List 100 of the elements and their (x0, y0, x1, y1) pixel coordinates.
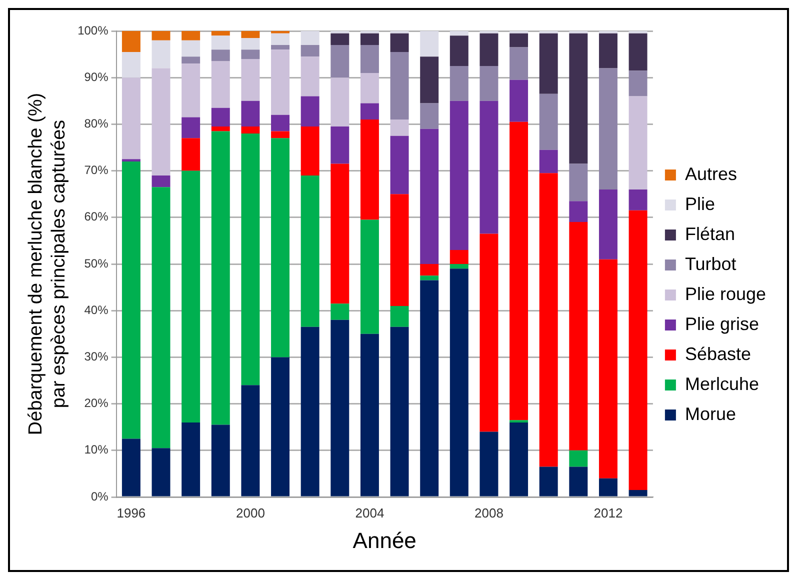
bar (390, 52, 409, 120)
y-tick-label: 40% (84, 302, 109, 317)
bar (182, 170, 200, 422)
bar (628, 189, 648, 210)
bar (360, 44, 379, 73)
y-tick-label: 0% (90, 489, 109, 504)
bar (539, 466, 558, 496)
y-tick-label: 30% (84, 350, 109, 364)
bar (510, 33, 528, 48)
bar (628, 70, 648, 96)
bar (122, 161, 140, 439)
bar (330, 33, 350, 45)
bar (360, 72, 379, 104)
y-tick-label: 50% (84, 256, 109, 270)
bar (390, 120, 409, 136)
bar (420, 31, 439, 57)
bar (360, 33, 379, 45)
y-axis-title: Débarquement de merluche blanche (%) par espèces principales capturées (26, 92, 70, 436)
bar (450, 100, 468, 250)
bar (122, 31, 140, 52)
bar (241, 126, 260, 134)
y-tick-label: 20% (84, 396, 109, 410)
bar (300, 44, 320, 57)
bar (420, 56, 439, 104)
bar (390, 326, 409, 496)
bar (330, 320, 350, 496)
bar (271, 357, 290, 496)
bar (360, 220, 379, 334)
bar (539, 173, 558, 467)
bar (300, 175, 320, 327)
y-tick-label: 10% (84, 442, 109, 457)
bar (480, 33, 498, 66)
bar (300, 96, 320, 127)
bar (510, 47, 528, 80)
legend-label: Flétan (684, 224, 735, 244)
bar (330, 126, 350, 164)
bar (122, 78, 140, 160)
y-tick-label: 90% (84, 70, 109, 84)
bar (598, 33, 618, 68)
bar (420, 128, 439, 264)
bar (569, 164, 588, 202)
x-tick-label: 2000 (236, 505, 265, 520)
bar (152, 40, 170, 68)
bar (211, 131, 230, 425)
bar (360, 334, 379, 496)
bar (360, 120, 379, 220)
bar (182, 117, 200, 138)
bar (271, 114, 290, 132)
bar (152, 187, 170, 448)
bar (569, 222, 588, 450)
bar (539, 33, 558, 94)
bar (450, 66, 468, 101)
bar (182, 138, 200, 171)
bar (122, 438, 140, 496)
bar (152, 68, 170, 176)
legend-label: Plie (684, 194, 715, 214)
bar (211, 126, 230, 132)
bar (152, 31, 170, 40)
bar (211, 31, 230, 36)
bar (182, 31, 200, 40)
legend-label: Autres (684, 164, 737, 184)
bar (420, 276, 439, 280)
y-tick-label: 70% (84, 163, 109, 178)
bar (420, 280, 439, 496)
bar (390, 306, 409, 327)
legend-label: Plie rouge (684, 284, 766, 304)
x-tick-label: 2004 (355, 505, 384, 520)
bar (598, 189, 618, 260)
x-tick-label: 2008 (474, 505, 504, 520)
bar (241, 134, 260, 386)
bar (241, 58, 260, 101)
x-tick-label: 2012 (594, 505, 623, 520)
bar (211, 61, 230, 108)
y-tick-label: 60% (84, 210, 109, 224)
bar (569, 33, 588, 164)
legend-label: Sébaste (684, 344, 752, 364)
bar (480, 234, 498, 432)
bar (598, 68, 618, 190)
bar (480, 100, 498, 234)
bar (211, 108, 230, 127)
bar (450, 268, 468, 496)
bar (510, 80, 528, 122)
bar (450, 250, 468, 264)
x-axis-title: Année (352, 528, 416, 553)
bar (598, 478, 618, 496)
bar (628, 210, 648, 490)
y-tick-label: 100% (78, 23, 109, 38)
bar (271, 50, 290, 115)
bar (241, 31, 260, 38)
bar (569, 466, 588, 496)
legend-label: Morue (684, 404, 736, 424)
bar (241, 100, 260, 127)
bar (211, 50, 230, 62)
bar (420, 264, 439, 276)
bar (211, 36, 230, 50)
bar (420, 103, 439, 129)
bar (360, 103, 379, 120)
bar (300, 56, 320, 96)
bar (182, 40, 200, 57)
bar (122, 52, 140, 78)
